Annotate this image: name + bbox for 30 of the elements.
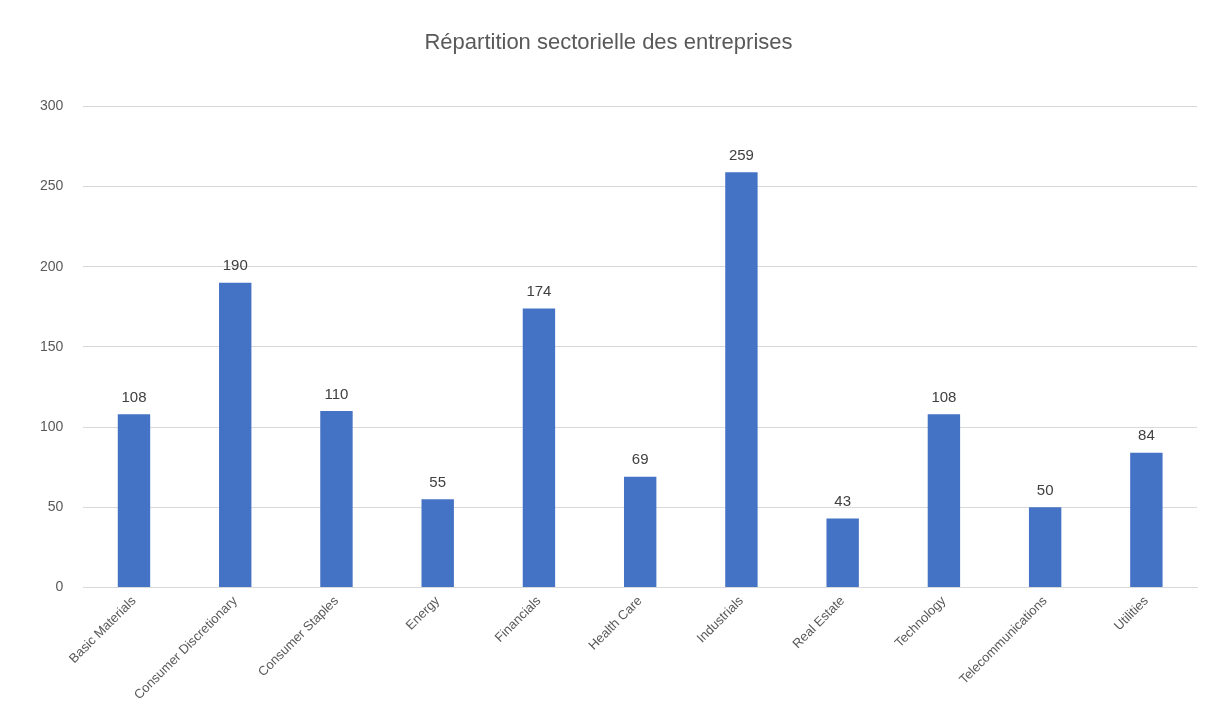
bar (623, 476, 657, 587)
data-label: 110 (324, 384, 349, 402)
bar (1028, 507, 1062, 587)
data-label: 43 (834, 492, 851, 510)
bar (421, 499, 454, 587)
y-tick-label: 150 (40, 337, 64, 354)
data-label: 50 (1036, 480, 1054, 498)
bar (219, 282, 252, 587)
data-label: 69 (631, 450, 649, 468)
data-label: 108 (121, 387, 147, 405)
data-label: 259 (728, 145, 754, 163)
y-tick-label: 200 (40, 257, 64, 274)
data-label: 108 (931, 387, 957, 405)
bar (320, 411, 353, 587)
data-label: 55 (429, 472, 447, 490)
y-tick-label: 50 (47, 498, 64, 515)
bar (927, 414, 961, 587)
y-tick-label: 0 (55, 578, 64, 595)
data-label: 84 (1138, 426, 1155, 444)
chart-title: Répartition sectorielle des entreprises (424, 29, 793, 55)
bar (826, 518, 859, 587)
bar (725, 172, 758, 587)
bar (1130, 452, 1163, 587)
data-label: 190 (222, 256, 248, 274)
bar (117, 414, 151, 587)
data-label: 174 (526, 282, 552, 300)
y-tick-label: 250 (40, 177, 64, 194)
y-tick-label: 100 (40, 417, 64, 434)
y-tick-label: 300 (40, 97, 64, 114)
bar (522, 308, 556, 587)
